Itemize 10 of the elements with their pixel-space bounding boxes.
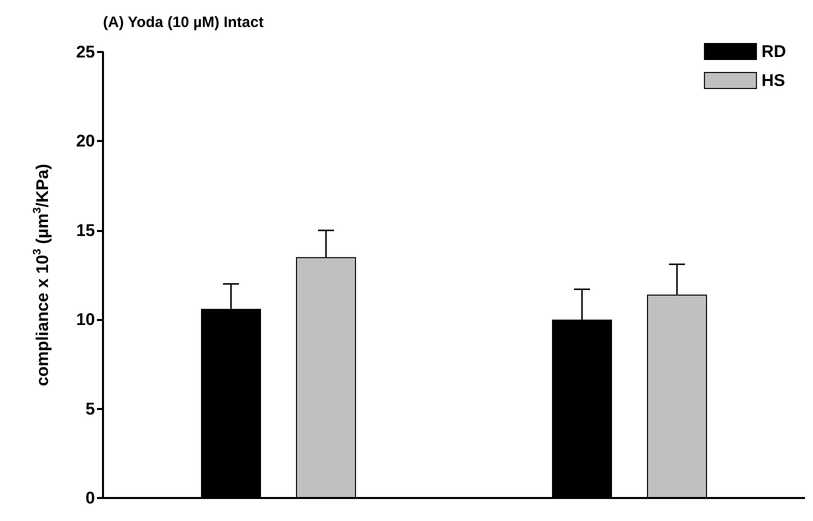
y-tick-label: 25 bbox=[76, 42, 95, 62]
chart-title: (A) Yoda (10 µM) Intact bbox=[103, 14, 264, 31]
y-tick-label: 20 bbox=[76, 132, 95, 151]
legend-label: HS bbox=[761, 71, 786, 90]
y-tick-label: 5 bbox=[86, 399, 95, 418]
y-tick-label: 10 bbox=[76, 310, 95, 330]
y-axis-title: compliance x 103 (µm3/KPa) bbox=[32, 164, 52, 386]
y-tick-label: 0 bbox=[86, 488, 95, 508]
legend-label: RD bbox=[761, 42, 786, 61]
y-tick-label: 15 bbox=[76, 220, 95, 240]
